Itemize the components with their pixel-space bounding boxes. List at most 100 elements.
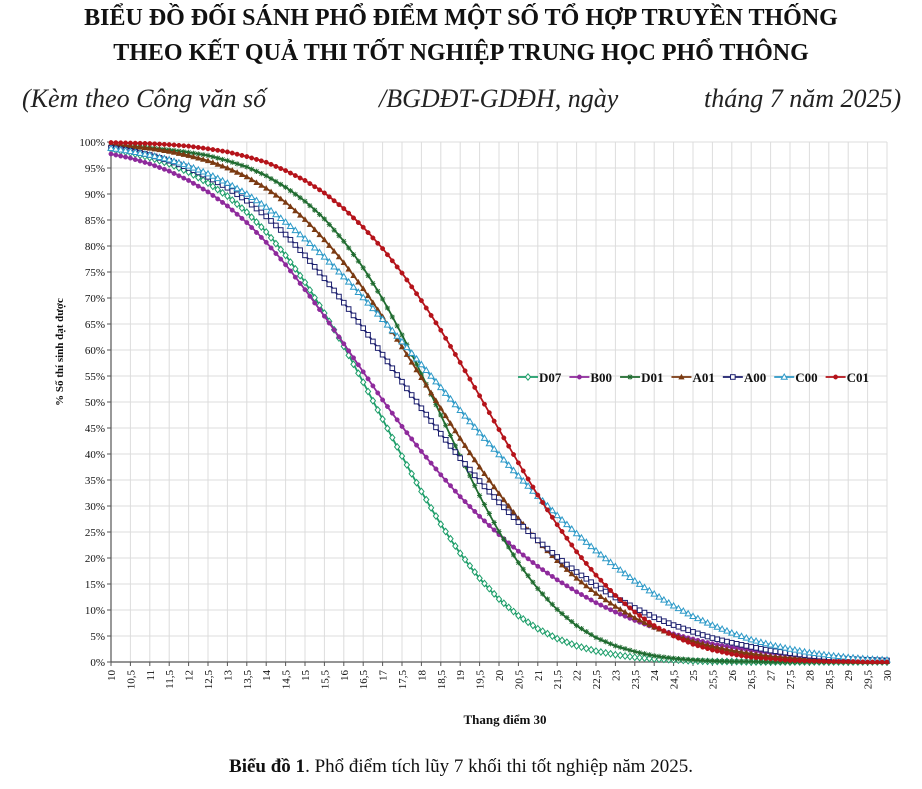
data-point (530, 560, 536, 565)
data-point (350, 272, 357, 279)
data-point (160, 154, 169, 162)
data-point (495, 595, 503, 604)
data-point (359, 293, 368, 301)
data-point (573, 641, 580, 650)
data-point (326, 242, 333, 248)
data-point (622, 601, 628, 607)
data-point (831, 659, 837, 664)
data-point (695, 657, 701, 663)
data-point (116, 145, 125, 153)
data-point (664, 598, 673, 606)
data-point (384, 358, 391, 365)
legend-label: A00 (744, 370, 766, 385)
data-point (301, 278, 309, 287)
data-point (408, 392, 415, 398)
data-point (748, 644, 755, 650)
data-point (200, 152, 206, 158)
data-point (525, 556, 531, 562)
data-point (466, 561, 474, 570)
data-point (374, 345, 381, 351)
data-point (326, 281, 333, 288)
x-tick-label: 23,5 (630, 670, 642, 690)
x-tick-label: 25 (688, 670, 700, 682)
data-point (467, 466, 473, 473)
data-point (111, 145, 120, 152)
data-point (631, 653, 639, 662)
data-point (719, 658, 725, 664)
data-point (307, 293, 313, 299)
data-point (815, 649, 823, 657)
y-tick-label: 70% (85, 293, 105, 305)
data-point (457, 360, 463, 365)
y-tick-label: 0% (90, 657, 105, 669)
data-point (501, 435, 507, 441)
legend-item-b00: B00 (569, 370, 612, 385)
chart-title-line-1: BIỂU ĐỒ ĐỐI SÁNH PHỔ ĐIỂM MỘT SỐ TỔ HỢP … (84, 5, 838, 31)
data-point (505, 509, 512, 516)
data-point (204, 179, 212, 188)
data-point (724, 650, 730, 656)
data-point (578, 572, 585, 579)
data-point (190, 170, 197, 179)
data-point (365, 376, 371, 382)
y-tick-label: 5% (90, 631, 105, 643)
data-point (345, 265, 352, 272)
data-point (792, 658, 798, 664)
data-point (418, 405, 425, 412)
data-point (549, 550, 556, 556)
data-point (108, 140, 114, 145)
legend-label: C01 (847, 370, 869, 385)
data-point (423, 454, 429, 460)
data-point (529, 621, 537, 630)
data-point (370, 383, 376, 389)
data-point (524, 618, 532, 627)
data-point (758, 645, 764, 652)
data-point (107, 144, 115, 151)
data-point (558, 636, 566, 645)
data-point (191, 180, 196, 186)
data-point (524, 481, 532, 489)
data-point (884, 659, 890, 665)
data-point (418, 448, 424, 454)
data-point (258, 223, 265, 232)
data-point (341, 238, 347, 244)
data-point (277, 195, 284, 202)
data-point (477, 493, 483, 499)
data-point (161, 147, 168, 153)
data-point (617, 644, 623, 650)
data-point (447, 443, 454, 449)
data-point (190, 153, 197, 160)
data-point (398, 452, 406, 461)
data-point (737, 632, 746, 639)
data-point (384, 305, 391, 311)
data-point (593, 600, 599, 606)
data-point (738, 658, 745, 665)
data-point (695, 630, 701, 637)
data-point (757, 638, 765, 645)
data-point (360, 325, 366, 331)
data-point (578, 643, 585, 652)
legend-label: D07 (539, 370, 562, 385)
data-point (486, 584, 493, 593)
data-point (350, 360, 357, 369)
data-point (306, 286, 314, 295)
data-point (768, 659, 774, 665)
data-point (642, 616, 647, 622)
data-point (568, 570, 575, 577)
data-point (418, 298, 424, 304)
x-tick-label: 19,5 (475, 670, 487, 690)
data-point (491, 494, 497, 500)
data-point (423, 411, 430, 418)
data-point (137, 158, 143, 164)
data-point (535, 586, 541, 592)
data-point (438, 327, 444, 333)
data-point (632, 609, 638, 615)
data-point (399, 423, 405, 429)
data-point (879, 659, 885, 665)
x-axis-label: Thang điểm 30 (463, 712, 546, 727)
x-tick-label: 12 (184, 670, 196, 681)
data-point (753, 659, 759, 665)
data-point (689, 612, 697, 619)
data-point (577, 533, 586, 541)
